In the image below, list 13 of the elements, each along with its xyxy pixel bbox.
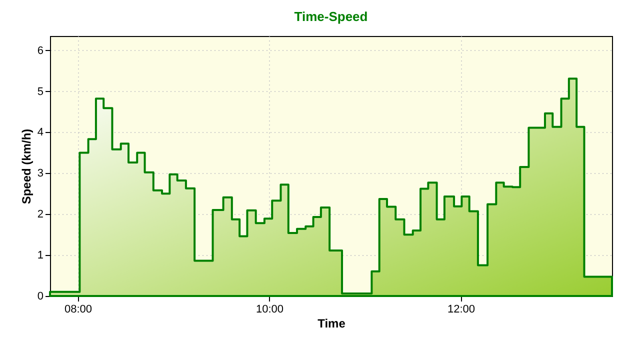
- x-axis-title: Time: [318, 316, 346, 330]
- y-tick-label: 5: [37, 86, 44, 98]
- y-tick-label: 4: [37, 126, 44, 139]
- y-axis-title: Speed (km/h): [19, 128, 34, 204]
- x-tick-label: 12:00: [447, 304, 475, 316]
- y-tick-label: 6: [37, 44, 44, 57]
- y-tick-label: 3: [37, 168, 44, 180]
- y-tick-label: 1: [37, 250, 44, 262]
- x-tick-label: 08:00: [64, 304, 92, 316]
- x-tick-label: 10:00: [256, 304, 284, 316]
- chart-title: Time-Speed: [294, 9, 368, 24]
- y-tick-label: 2: [37, 208, 44, 221]
- y-tick-label: 0: [37, 290, 44, 302]
